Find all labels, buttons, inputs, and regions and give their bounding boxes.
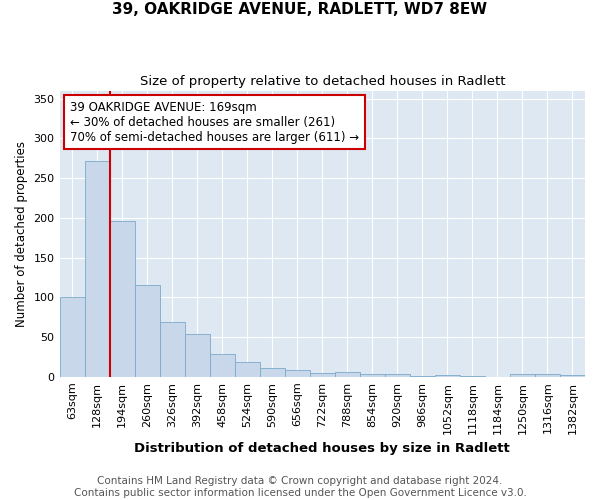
Text: 39 OAKRIDGE AVENUE: 169sqm
← 30% of detached houses are smaller (261)
70% of sem: 39 OAKRIDGE AVENUE: 169sqm ← 30% of deta…	[70, 100, 359, 144]
Bar	[160, 322, 185, 377]
Bar	[185, 334, 209, 377]
Bar	[209, 354, 235, 377]
Text: Contains HM Land Registry data © Crown copyright and database right 2024.
Contai: Contains HM Land Registry data © Crown c…	[74, 476, 526, 498]
X-axis label: Distribution of detached houses by size in Radlett: Distribution of detached houses by size …	[134, 442, 510, 455]
Bar	[360, 374, 385, 377]
Y-axis label: Number of detached properties: Number of detached properties	[15, 140, 28, 326]
Bar	[385, 374, 410, 377]
Bar	[310, 373, 335, 377]
Bar	[560, 375, 585, 377]
Bar	[410, 376, 435, 377]
Bar	[59, 298, 85, 377]
Bar	[510, 374, 535, 377]
Text: 39, OAKRIDGE AVENUE, RADLETT, WD7 8EW: 39, OAKRIDGE AVENUE, RADLETT, WD7 8EW	[112, 2, 488, 18]
Bar	[110, 221, 134, 377]
Bar	[235, 362, 260, 377]
Bar	[335, 372, 360, 377]
Bar	[134, 286, 160, 377]
Bar	[260, 368, 285, 377]
Bar	[435, 375, 460, 377]
Title: Size of property relative to detached houses in Radlett: Size of property relative to detached ho…	[140, 75, 505, 88]
Bar	[85, 162, 110, 377]
Bar	[535, 374, 560, 377]
Bar	[285, 370, 310, 377]
Bar	[460, 376, 485, 377]
